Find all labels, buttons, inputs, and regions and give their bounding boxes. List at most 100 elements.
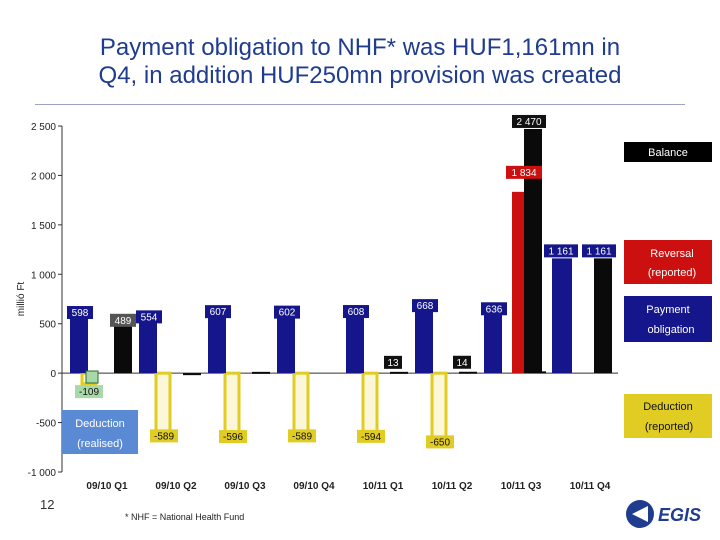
legend-reversal-line1: Reversal — [650, 248, 693, 260]
reversal-bar — [484, 310, 502, 374]
legend-deduction-reported-box — [624, 394, 712, 438]
reversal-data-label: 1 161 — [548, 246, 573, 257]
y-axis-label: millió Ft — [16, 282, 27, 317]
x-tick-label: 09/10 Q1 — [86, 481, 128, 492]
y-tick-label: 0 — [50, 369, 56, 380]
payment-bar — [594, 258, 612, 374]
reversal-bar — [346, 313, 364, 374]
reversal-bar — [552, 258, 572, 374]
payment-data-label: 1 161 — [586, 246, 611, 257]
reversal-data-label-box — [343, 305, 369, 319]
deduction-data-label-box — [426, 435, 454, 449]
legend-deduction-reported-line2: (reported) — [645, 421, 693, 433]
page-number: 12 — [40, 497, 55, 512]
balance-data-label-box — [512, 114, 546, 128]
legend-payment-box — [624, 296, 712, 342]
page-title: Payment obligation to NHF* was HUF1,161m… — [0, 34, 720, 90]
reversal-data-label-box — [136, 310, 162, 324]
deduction-bar — [154, 371, 172, 433]
balance-data-label-box — [506, 165, 542, 179]
payment-bar — [390, 371, 408, 374]
payment-data-label: 489 — [115, 316, 132, 327]
deduction-data-label: -589 — [154, 431, 174, 442]
deduction-data-label: -589 — [292, 431, 312, 442]
payment-data-label-box — [453, 355, 471, 369]
deduction-data-label-box — [219, 430, 247, 444]
reversal-bar — [139, 318, 157, 374]
title-divider — [35, 104, 685, 105]
logo-emblem-mark — [632, 506, 648, 522]
legend-payment-line1: Payment — [646, 304, 689, 316]
payment-bar — [183, 373, 201, 376]
y-tick-label: 2 500 — [31, 122, 56, 133]
legend-reversal-box — [624, 240, 712, 284]
reversal-data-label: 607 — [210, 307, 227, 318]
reversal-data-label: 598 — [72, 308, 89, 319]
legend-reversal-line2: (reported) — [648, 267, 696, 279]
reversal-bar — [415, 307, 433, 374]
reversal-data-label: 602 — [279, 308, 296, 319]
reversal-bar — [277, 313, 295, 374]
deduction-data-label-box — [357, 429, 385, 443]
x-tick-label: 10/11 Q4 — [570, 481, 611, 492]
title-line-1: Payment obligation to NHF* was HUF1,161m… — [99, 34, 621, 61]
y-tick-label: 500 — [39, 320, 56, 331]
deduction-bar — [223, 371, 241, 434]
y-tick-label: -500 — [36, 419, 56, 430]
x-tick-label: 09/10 Q3 — [224, 481, 266, 492]
payment-data-label: 14 — [456, 358, 468, 369]
reversal-data-label: 554 — [141, 312, 158, 323]
x-tick-label: 09/10 Q4 — [293, 481, 335, 492]
logo-text: EGIS — [658, 505, 701, 525]
reversal-data-label: 668 — [417, 301, 434, 312]
legend-balance-box — [624, 142, 712, 162]
balance-data-label: 1 834 — [511, 168, 536, 179]
legend-deduction-realised-box — [62, 410, 138, 454]
reversal-data-label-box — [274, 305, 300, 319]
x-tick-label: 10/11 Q2 — [432, 481, 473, 492]
title-line-2: Q4, in addition HUF250mn provision was c… — [98, 62, 622, 89]
reversal-bar — [208, 313, 226, 374]
legend-balance: Balance — [648, 147, 688, 159]
footnote: * NHF = National Health Fund — [125, 512, 245, 522]
deduction-data-label: -650 — [430, 437, 450, 448]
deduction-data-label-box — [150, 429, 178, 443]
egis-logo: EGIS — [626, 500, 701, 528]
reversal-data-label-box — [67, 306, 93, 320]
y-tick-label: 2 000 — [31, 171, 56, 182]
legend-deduction-reported-line1: Deduction — [643, 401, 693, 413]
x-tick-label: 10/11 Q1 — [363, 481, 404, 492]
payment-data-label-box — [384, 355, 402, 369]
y-tick-label: 1 500 — [31, 221, 56, 232]
reversal-data-label-box — [412, 299, 438, 313]
deduction-data-label: -109 — [79, 387, 99, 398]
x-tick-label: 10/11 Q3 — [501, 481, 542, 492]
y-tick-label: 1 000 — [31, 270, 56, 281]
reversal-data-label-box — [544, 244, 578, 258]
cube-icon — [85, 370, 99, 384]
balance-bar-black — [524, 128, 542, 374]
reversal-data-label: 636 — [486, 304, 503, 315]
reversal-data-label-box — [481, 302, 507, 316]
x-tick-label: 09/10 Q2 — [155, 481, 197, 492]
balance-data-label: 2 470 — [516, 117, 541, 128]
deduction-data-label: -596 — [223, 432, 243, 443]
deduction-data-label-box — [75, 385, 103, 399]
legend-deduction-realised-line1: Deduction — [75, 418, 125, 430]
payment-bar — [114, 324, 132, 374]
reversal-data-label: 608 — [348, 307, 365, 318]
payment-data-label: 13 — [387, 358, 399, 369]
deduction-bar — [292, 371, 310, 433]
legend-deduction-realised-line2: (realised) — [77, 438, 123, 450]
payment-bar — [252, 371, 270, 374]
payment-data-label-box — [110, 313, 136, 327]
payment-bar — [459, 371, 477, 374]
payment-data-label-box — [582, 244, 616, 258]
deduction-bar — [430, 371, 448, 439]
deduction-data-label: -594 — [361, 432, 381, 443]
y-tick-label: -1 000 — [28, 468, 57, 479]
reversal-data-label-box — [205, 305, 231, 319]
deduction-bar — [361, 371, 379, 434]
deduction-data-label-box — [288, 429, 316, 443]
